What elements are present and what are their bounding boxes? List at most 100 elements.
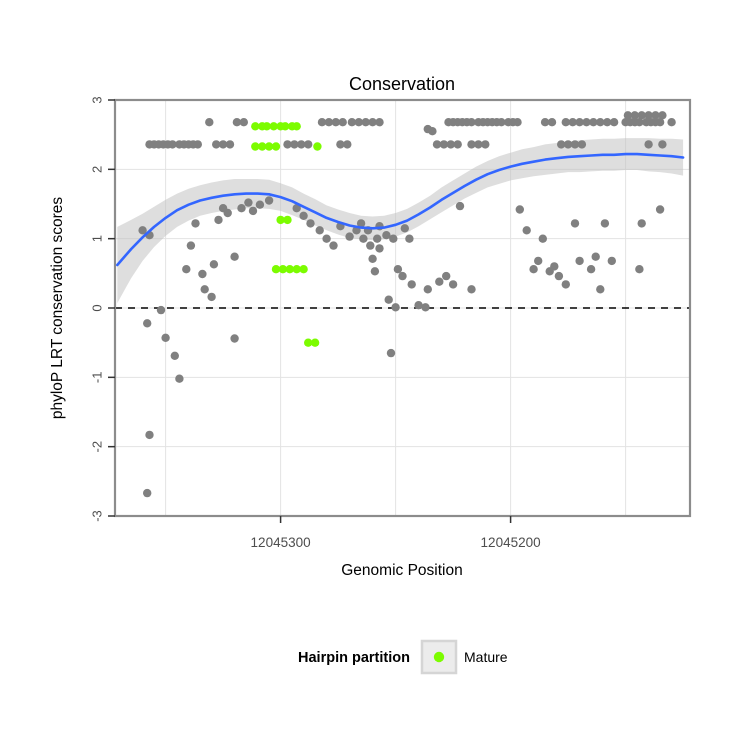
scatter-point xyxy=(513,118,522,127)
scatter-point xyxy=(522,226,531,235)
scatter-point xyxy=(637,111,646,120)
scatter-point xyxy=(591,252,600,261)
scatter-point xyxy=(421,303,430,312)
scatter-point xyxy=(225,140,235,149)
scatter-point xyxy=(290,140,299,149)
mature-point xyxy=(285,265,294,274)
scatter-point xyxy=(570,140,580,149)
mature-point xyxy=(304,338,313,347)
scatter-point xyxy=(244,198,253,207)
y-tick-label: 0 xyxy=(90,304,105,311)
scatter-point xyxy=(497,118,506,127)
scatter-points-layer xyxy=(138,111,676,498)
mature-point xyxy=(313,142,322,151)
scatter-point xyxy=(515,205,524,214)
scatter-point xyxy=(338,118,347,127)
scatter-point xyxy=(306,219,315,228)
scatter-point xyxy=(329,241,338,250)
plot-title: Conservation xyxy=(349,74,455,94)
scatter-point xyxy=(239,118,248,127)
scatter-point xyxy=(264,196,274,205)
scatter-point xyxy=(563,140,573,149)
scatter-point xyxy=(439,140,449,149)
scatter-point xyxy=(467,118,476,127)
scatter-point xyxy=(442,271,451,281)
mature-legend-dot-icon xyxy=(433,651,445,663)
scatter-point xyxy=(586,265,596,274)
scatter-point xyxy=(191,219,200,228)
scatter-point xyxy=(297,140,306,149)
mature-point xyxy=(271,142,281,151)
scatter-point xyxy=(455,201,465,211)
scatter-point xyxy=(603,118,612,127)
scatter-point xyxy=(317,118,327,127)
scatter-point xyxy=(232,118,242,127)
scatter-point xyxy=(361,118,370,127)
scatter-point xyxy=(248,206,258,216)
scatter-point xyxy=(609,118,619,127)
scatter-point xyxy=(200,285,209,294)
scatter-point xyxy=(596,118,605,127)
mature-point xyxy=(283,215,292,225)
scatter-point xyxy=(315,226,324,235)
mature-point xyxy=(264,142,274,151)
scatter-point xyxy=(589,118,598,127)
scatter-point xyxy=(373,234,382,243)
scatter-point xyxy=(600,219,610,228)
scatter-point xyxy=(540,118,550,127)
scatter-point xyxy=(218,140,228,149)
scatter-point xyxy=(170,351,179,360)
scatter-point xyxy=(331,118,340,127)
scatter-point xyxy=(448,280,458,289)
scatter-point xyxy=(322,234,331,243)
scatter-point xyxy=(237,204,246,213)
scatter-point xyxy=(193,140,202,149)
scatter-point xyxy=(359,234,368,243)
scatter-point xyxy=(651,111,660,120)
scatter-point xyxy=(446,140,455,149)
smooth-line-layer xyxy=(116,152,685,267)
scatter-point xyxy=(356,219,366,228)
scatter-point xyxy=(414,301,423,310)
y-tick-label: -2 xyxy=(90,441,105,453)
scatter-point xyxy=(658,140,667,149)
scatter-point xyxy=(207,292,216,302)
scatter-point xyxy=(423,285,432,294)
scatter-point xyxy=(214,215,223,225)
scatter-point xyxy=(568,118,577,127)
scatter-point xyxy=(644,140,653,149)
scatter-point xyxy=(630,111,639,120)
scatter-point xyxy=(324,118,334,127)
scatter-point xyxy=(635,118,644,127)
scatter-point xyxy=(405,234,414,243)
scatter-point xyxy=(644,111,653,120)
y-tick-label: -3 xyxy=(90,510,105,522)
scatter-point xyxy=(145,430,154,440)
scatter-point xyxy=(168,140,177,149)
scatter-point xyxy=(538,234,547,243)
scatter-point xyxy=(198,269,207,279)
mature-point xyxy=(292,265,301,274)
scatter-point xyxy=(368,118,377,127)
scatter-point xyxy=(175,374,184,383)
scatter-point xyxy=(655,205,665,214)
scatter-point xyxy=(345,232,354,241)
scatter-point xyxy=(389,234,398,243)
scatter-point xyxy=(582,118,591,127)
scatter-point xyxy=(398,271,407,281)
scatter-point xyxy=(138,226,147,235)
mature-point xyxy=(258,142,267,151)
scatter-point xyxy=(386,348,396,358)
mature-point xyxy=(251,122,260,131)
scatter-point xyxy=(400,224,409,233)
scatter-point xyxy=(575,256,584,266)
scatter-point xyxy=(667,118,676,127)
scatter-point xyxy=(370,267,380,276)
scatter-point xyxy=(554,271,564,281)
scatter-point xyxy=(375,118,384,127)
scatter-point xyxy=(368,254,377,263)
scatter-point xyxy=(347,118,357,127)
scatter-point xyxy=(561,118,570,127)
scatter-point xyxy=(382,231,391,240)
